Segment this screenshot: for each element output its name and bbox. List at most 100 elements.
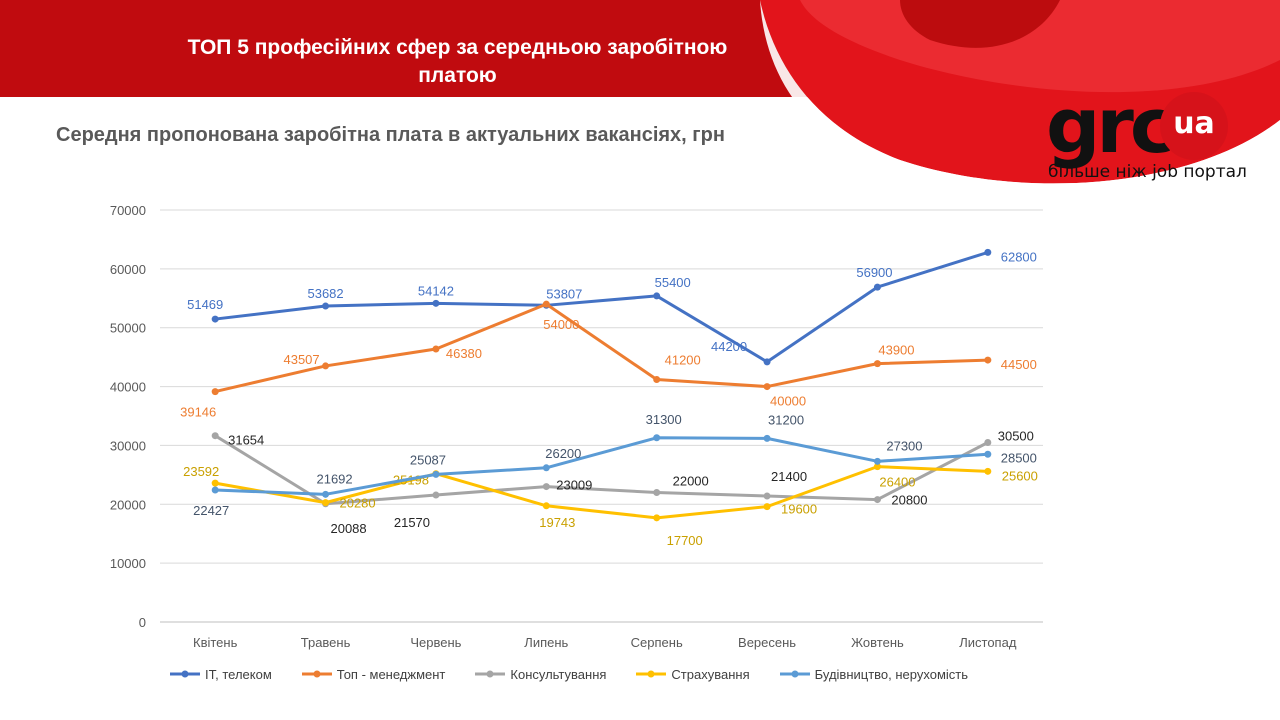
data-label: 26200	[545, 446, 581, 461]
x-tick-label: Травень	[301, 635, 351, 650]
data-point	[653, 434, 661, 442]
x-tick-label: Вересень	[738, 635, 796, 650]
data-label: 26400	[879, 475, 915, 490]
data-point	[432, 491, 440, 499]
x-tick-label: Квітень	[193, 635, 238, 650]
legend-label: Топ - менеджмент	[336, 666, 446, 682]
data-label: 40000	[770, 394, 806, 409]
data-label: 22427	[193, 503, 229, 518]
x-tick-label: Червень	[410, 635, 461, 650]
data-label: 31200	[768, 412, 804, 427]
legend-swatch	[301, 670, 332, 678]
data-label: 21692	[316, 471, 352, 486]
data-point	[542, 483, 550, 491]
legend-swatch	[170, 670, 200, 678]
data-label: 62800	[1001, 249, 1037, 264]
data-label: 54142	[418, 283, 454, 298]
data-label: 31300	[646, 412, 682, 427]
data-label: 17700	[667, 533, 703, 548]
data-label: 39146	[180, 405, 216, 420]
data-point	[984, 450, 992, 458]
legend-item: Страхування	[636, 666, 750, 682]
legend-swatch	[779, 670, 810, 678]
data-point	[873, 496, 881, 504]
y-tick-label: 10000	[110, 556, 146, 571]
data-label: 22000	[673, 474, 709, 489]
data-point	[211, 486, 219, 494]
legend-item: IT, телеком	[170, 667, 272, 682]
data-label: 53682	[307, 286, 343, 301]
data-label: 27300	[886, 438, 922, 453]
y-tick-label: 0	[139, 615, 146, 630]
legend-item: Будівництво, нерухомість	[779, 666, 969, 682]
data-label: 55400	[655, 275, 691, 290]
series-line	[215, 436, 988, 496]
y-tick-label: 30000	[110, 438, 146, 453]
data-label: 23592	[183, 464, 219, 479]
data-point	[653, 489, 661, 497]
data-label: 30500	[998, 428, 1034, 443]
logo-badge: ua	[1160, 92, 1228, 160]
data-point	[984, 248, 992, 256]
chart-legend: IT, телеком Топ - менеджмент Консультуванн…	[170, 664, 968, 684]
data-label: 56900	[856, 265, 892, 280]
data-point	[322, 362, 330, 370]
series-line	[215, 250, 989, 364]
legend-label: Консультування	[510, 666, 607, 682]
data-point	[432, 299, 440, 307]
legend-swatch	[636, 670, 667, 678]
data-point	[542, 300, 550, 308]
data-label: 23009	[556, 478, 592, 493]
data-point	[763, 434, 771, 442]
data-label: 20280	[339, 496, 375, 511]
data-point	[763, 358, 771, 366]
data-label: 51469	[187, 297, 223, 312]
legend-label: Страхування	[671, 666, 750, 682]
x-tick-label: Серпень	[631, 635, 683, 650]
data-label: 21400	[771, 469, 807, 484]
data-point	[873, 463, 881, 471]
data-point	[542, 502, 550, 510]
data-point	[211, 315, 219, 323]
data-label: 46380	[446, 346, 482, 361]
grc-logo: grc ua більше ніж job портал	[1046, 86, 1247, 186]
series-line	[214, 434, 989, 506]
data-point	[763, 383, 771, 391]
data-label: 43507	[283, 352, 319, 367]
data-point	[984, 438, 992, 446]
data-label: 19600	[781, 502, 817, 517]
data-point	[873, 457, 881, 465]
data-point	[984, 356, 992, 364]
data-point	[653, 376, 661, 384]
chart-title: Середня пропонована заробітна плата в ак…	[56, 124, 725, 146]
legend-item: Консультування	[475, 667, 606, 682]
data-label: 25087	[410, 452, 446, 467]
data-label: 31654	[228, 433, 264, 448]
y-tick-label: 20000	[110, 497, 146, 512]
x-tick-label: Липень	[524, 635, 568, 650]
data-label: 43900	[878, 343, 914, 358]
data-point	[653, 514, 661, 522]
y-tick-label: 50000	[110, 321, 146, 336]
data-point	[763, 503, 771, 511]
legend-label: Будівництво, нерухомість	[814, 666, 969, 682]
data-point	[984, 467, 992, 475]
y-tick-label: 40000	[110, 380, 146, 395]
data-point	[211, 388, 219, 396]
data-point	[653, 292, 661, 300]
legend-label: IT, телеком	[205, 666, 272, 682]
data-label: 53807	[546, 286, 582, 301]
data-point	[432, 345, 440, 353]
series-line	[214, 302, 988, 394]
page-title: ТОП 5 професійних сфер за середньою заро…	[187, 36, 728, 87]
y-tick-label: 60000	[110, 262, 146, 277]
y-tick-label: 70000	[110, 203, 146, 218]
data-point	[763, 492, 771, 500]
legend-swatch	[475, 670, 506, 678]
x-tick-label: Листопад	[959, 635, 1017, 650]
legend-item: Топ - менеджмент	[301, 666, 446, 682]
decorative-swoosh	[760, 0, 1280, 196]
series-line	[214, 465, 988, 520]
data-label: 28500	[1001, 450, 1037, 465]
data-point	[211, 432, 219, 440]
